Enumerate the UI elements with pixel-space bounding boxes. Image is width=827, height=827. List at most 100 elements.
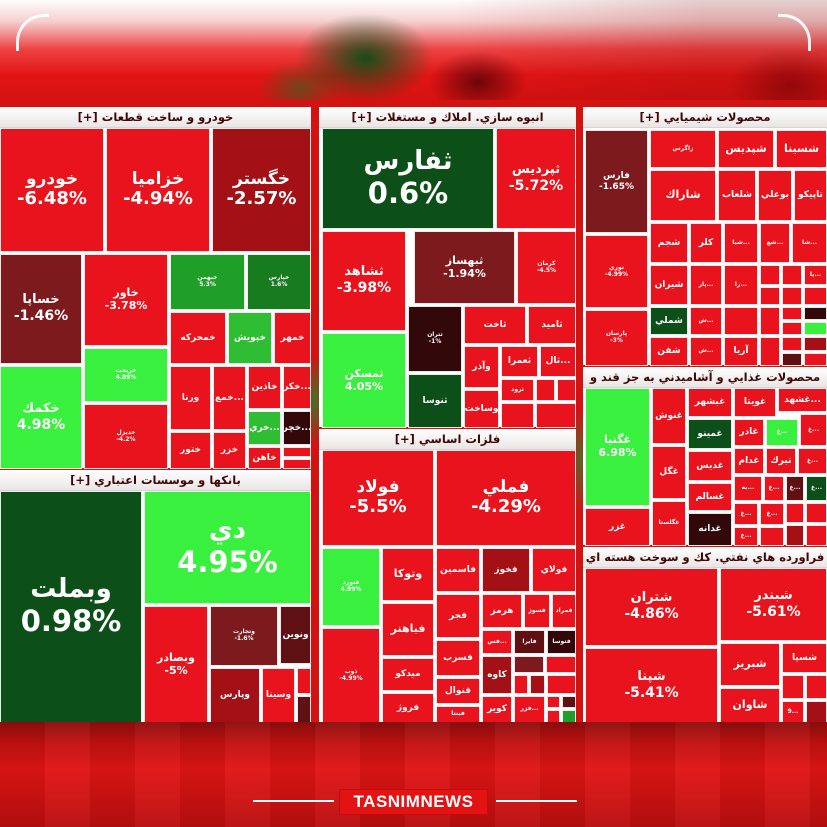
treemap-tile[interactable]: ...9: [782, 701, 804, 723]
treemap-tile[interactable]: فنورد 4.99%: [322, 548, 380, 626]
treemap-tile[interactable]: ورنا: [170, 366, 211, 430]
treemap-tile[interactable]: [283, 459, 311, 469]
treemap-tile[interactable]: ثبهساز -1.94%: [414, 231, 515, 304]
sector-header-metals[interactable]: فلزات اساسي [+]: [319, 429, 576, 450]
sector-header-realestate[interactable]: انبوه سازي. املاك و مستغلات [+]: [319, 107, 576, 128]
treemap-tile[interactable]: فارس -1.65%: [585, 130, 648, 233]
treemap-tile[interactable]: فتوسا: [547, 630, 576, 654]
treemap-tile[interactable]: ...ثال: [540, 346, 576, 377]
treemap-tile[interactable]: ...غ: [734, 503, 758, 525]
treemap-tile[interactable]: غادر: [734, 419, 764, 446]
treemap-tile[interactable]: وسينا: [262, 668, 295, 723]
treemap-tile[interactable]: ...زا: [724, 265, 758, 305]
treemap-tile[interactable]: [760, 307, 780, 335]
treemap-tile[interactable]: غگنيا 6.98%: [585, 388, 650, 506]
treemap-tile[interactable]: ثفارس 0.6%: [322, 128, 494, 229]
treemap-tile[interactable]: ...غ: [734, 527, 758, 546]
treemap-tile[interactable]: ثشاهد -3.98%: [322, 231, 406, 331]
treemap-tile[interactable]: [804, 287, 827, 305]
treemap-tile[interactable]: شبريز: [720, 643, 780, 686]
sector-header-chemicals[interactable]: محصولات شيميايي [+]: [583, 107, 827, 128]
treemap-tile[interactable]: هرمز: [482, 594, 522, 628]
treemap-tile[interactable]: شاوان: [720, 688, 780, 723]
treemap-tile[interactable]: كاوه: [482, 656, 512, 694]
sector-header-petroleum[interactable]: فراورده هاي نفتي. كك و سوخت هسته اي [+]: [583, 547, 827, 584]
treemap-tile[interactable]: [806, 503, 827, 523]
treemap-tile[interactable]: ثرود: [501, 379, 534, 401]
treemap-tile[interactable]: غبشهر: [688, 388, 732, 417]
treemap-tile[interactable]: فمراد: [552, 594, 576, 628]
treemap-tile[interactable]: ...غ: [764, 476, 784, 501]
treemap-tile[interactable]: ...فس: [482, 630, 512, 654]
treemap-tile[interactable]: خپارس 1.6%: [247, 254, 311, 310]
treemap-tile[interactable]: [562, 696, 576, 708]
treemap-tile[interactable]: [806, 525, 827, 546]
treemap-tile[interactable]: خمهر: [274, 312, 311, 364]
treemap-tile[interactable]: [782, 337, 802, 351]
treemap-tile[interactable]: بوعلي: [758, 170, 792, 221]
treemap-tile[interactable]: وبصادر -5%: [144, 606, 208, 723]
treemap-tile[interactable]: شبندر -5.61%: [720, 568, 827, 641]
treemap-tile[interactable]: ...غ: [798, 448, 827, 474]
treemap-tile[interactable]: [297, 668, 311, 694]
treemap-tile[interactable]: شيران: [650, 265, 688, 305]
treemap-tile[interactable]: [782, 287, 802, 305]
treemap-tile[interactable]: فسرب: [436, 640, 480, 676]
treemap-tile[interactable]: شلعاب: [718, 170, 756, 221]
treemap-tile[interactable]: فايرا: [514, 630, 545, 654]
treemap-tile[interactable]: فجر: [436, 594, 480, 638]
treemap-tile[interactable]: [297, 696, 311, 723]
treemap-tile[interactable]: [804, 337, 827, 351]
treemap-tile[interactable]: ثتران -1%: [408, 306, 462, 372]
treemap-tile[interactable]: شپديس: [718, 130, 774, 168]
treemap-tile[interactable]: [724, 307, 758, 335]
treemap-tile[interactable]: فنوال: [436, 678, 480, 704]
treemap-tile[interactable]: [782, 265, 802, 285]
treemap-tile[interactable]: شپنا -5.41%: [585, 648, 718, 723]
treemap-tile[interactable]: وآذر: [464, 346, 499, 388]
treemap-tile[interactable]: كلر: [690, 223, 722, 263]
treemap-tile[interactable]: خودرو -6.48%: [0, 128, 104, 252]
treemap-tile[interactable]: ...خري: [248, 411, 281, 445]
treemap-tile[interactable]: فخوز: [482, 548, 530, 592]
treemap-tile[interactable]: پارسان -3%: [585, 310, 648, 366]
treemap-tile[interactable]: ...ش: [690, 337, 722, 366]
treemap-tile[interactable]: فسوژ: [524, 594, 550, 628]
treemap-tile[interactable]: ...پار: [690, 265, 722, 305]
treemap-tile[interactable]: نوري -4.99%: [585, 235, 648, 308]
sector-header-auto[interactable]: خودرو و ساخت قطعات [+]: [0, 107, 311, 128]
treemap-tile[interactable]: ثاميد: [528, 306, 576, 344]
treemap-tile[interactable]: زاگرس: [650, 130, 716, 168]
treemap-tile[interactable]: [806, 701, 827, 723]
treemap-tile[interactable]: ثپرديس -5.72%: [496, 128, 576, 229]
treemap-tile[interactable]: غدام: [734, 448, 764, 474]
treemap-tile[interactable]: خبهمن 5.3%: [170, 254, 245, 310]
treemap-tile[interactable]: خريخت 4.89%: [84, 348, 168, 402]
treemap-tile[interactable]: [546, 656, 576, 673]
treemap-tile[interactable]: خاهن: [248, 447, 281, 469]
treemap-tile[interactable]: وساخت: [464, 390, 499, 428]
treemap-tile[interactable]: غويتا: [734, 388, 776, 417]
treemap-tile[interactable]: غديس: [688, 451, 732, 481]
treemap-tile[interactable]: [514, 656, 544, 673]
treemap-tile[interactable]: شتران -4.86%: [585, 568, 718, 646]
treemap-tile[interactable]: غزر: [585, 508, 650, 546]
treemap-tile[interactable]: فولاد -5.5%: [322, 450, 434, 546]
treemap-tile[interactable]: ...غ: [800, 414, 827, 446]
treemap-tile[interactable]: فاسمين: [436, 548, 480, 592]
treemap-tile[interactable]: ونوين: [280, 606, 311, 664]
treemap-tile[interactable]: وپارس: [210, 668, 260, 723]
treemap-tile[interactable]: خزاميا -4.94%: [106, 128, 210, 252]
treemap-tile[interactable]: [804, 322, 827, 335]
treemap-tile[interactable]: [782, 307, 802, 320]
treemap-tile[interactable]: تبرك: [766, 448, 796, 474]
treemap-tile[interactable]: خكمك 4.98%: [0, 366, 82, 469]
treemap-tile[interactable]: خديزل -4.2%: [84, 404, 168, 469]
treemap-tile[interactable]: ...شا: [792, 223, 827, 263]
treemap-tile[interactable]: ...خمع: [213, 366, 246, 430]
treemap-tile[interactable]: ...غ: [806, 476, 827, 501]
treemap-tile[interactable]: ...خچر: [283, 411, 311, 445]
treemap-tile[interactable]: ثنوسا: [408, 374, 462, 428]
treemap-tile[interactable]: [782, 675, 804, 699]
treemap-tile[interactable]: شجم: [650, 223, 688, 263]
